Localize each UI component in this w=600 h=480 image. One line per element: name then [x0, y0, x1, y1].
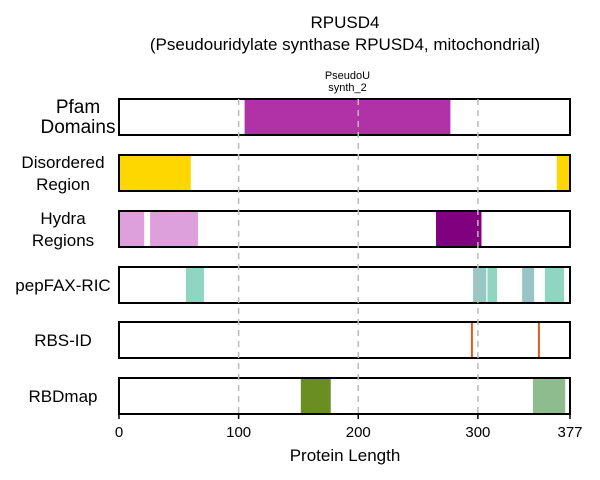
- track-3: pepFAX-RIC: [15, 266, 571, 304]
- track-label: RBS-ID: [34, 331, 92, 350]
- segment-band: [300, 378, 331, 414]
- segment-band: [544, 267, 565, 303]
- track-label-line: Disordered: [21, 153, 104, 172]
- x-tick-label: 200: [346, 424, 371, 441]
- x-axis: 0 100 200 300 377: [115, 414, 583, 441]
- chart-title: RPUSD4: [311, 13, 380, 32]
- track-border: [118, 321, 571, 359]
- track-2: Hydra Regions: [32, 209, 571, 250]
- domain-annotation-line: synth_2: [328, 82, 367, 94]
- track-label: RBDmap: [29, 387, 98, 406]
- track-label: Disordered Region: [21, 153, 104, 194]
- track-label-line: RBDmap: [29, 387, 98, 406]
- segment-band: [473, 267, 487, 303]
- track-label: Pfam Domains: [41, 97, 116, 138]
- segment-band: [150, 211, 198, 247]
- track-border: [118, 98, 571, 136]
- x-tick-label: 0: [115, 424, 123, 441]
- track-label-line: pepFAX-RIC: [15, 276, 110, 295]
- track-label-line: Region: [36, 175, 90, 194]
- track-label-line: RBS-ID: [34, 331, 92, 350]
- track-label-line: Domains: [41, 117, 116, 138]
- x-axis-label: Protein Length: [290, 446, 401, 465]
- track-background: [119, 322, 570, 358]
- segment-band: [532, 378, 566, 414]
- x-tick-label: 300: [465, 424, 490, 441]
- track-label-line: Hydra: [40, 209, 86, 228]
- segment-band: [244, 99, 451, 135]
- track-4: RBS-ID: [34, 321, 571, 359]
- chart-subtitle: (Pseudouridylate synthase RPUSD4, mitoch…: [150, 35, 540, 54]
- track-1: Disordered Region: [21, 153, 571, 194]
- grid-layer: [237, 99, 479, 414]
- track-border: [118, 210, 571, 248]
- segment-band: [487, 267, 498, 303]
- domain-annotation-line: PseudoU: [325, 70, 370, 82]
- track-label: Hydra Regions: [32, 209, 94, 250]
- segment-band: [119, 211, 145, 247]
- track-label: pepFAX-RIC: [15, 276, 110, 295]
- track-border: [118, 266, 571, 304]
- segment-band: [185, 267, 204, 303]
- track-border: [118, 377, 571, 415]
- tracks-layer: Pfam Domains PseudoU synth_2 Disordered Regio…: [15, 70, 571, 415]
- track-0: Pfam Domains PseudoU synth_2: [41, 70, 571, 138]
- segment-band: [119, 155, 191, 191]
- track-background: [119, 378, 570, 414]
- segment-band: [436, 211, 482, 247]
- segment-band: [522, 267, 535, 303]
- x-tick-label: 100: [226, 424, 251, 441]
- track-label-line: Regions: [32, 231, 94, 250]
- track-5: RBDmap: [29, 377, 571, 415]
- track-border: [118, 154, 571, 192]
- track-background: [119, 155, 570, 191]
- domain-annotation: PseudoU synth_2: [325, 70, 370, 94]
- x-tick-label: 377: [557, 424, 582, 441]
- track-label-line: Pfam: [56, 97, 100, 118]
- segment-band: [556, 155, 570, 191]
